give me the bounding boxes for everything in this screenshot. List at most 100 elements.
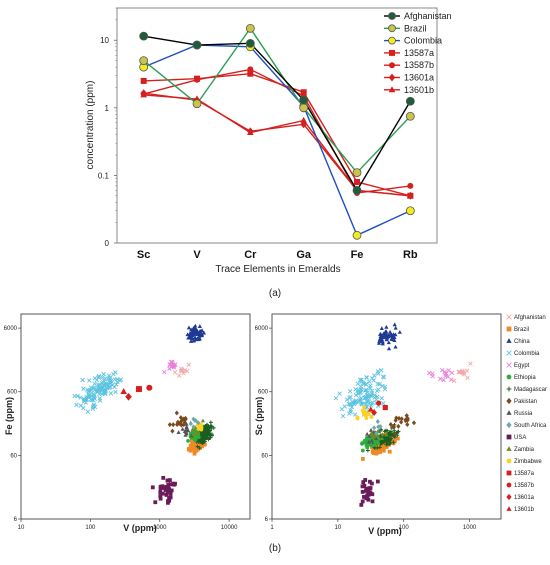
scatter-point (347, 411, 352, 416)
scatter-point (97, 382, 102, 387)
scatter-point (392, 322, 397, 327)
scatter-point (378, 424, 383, 430)
legend-marker (388, 24, 396, 33)
scatter-point (193, 337, 198, 342)
chart-b-left: 10 100 1000 10000 6 60 600 6000 V (ppm) Fe (ppm… (4, 313, 251, 533)
legend-marker (388, 12, 396, 20)
legend-marker (506, 362, 512, 368)
scatter-point (201, 440, 206, 444)
chart-a-y-axis-label: concentration (ppm) (85, 81, 96, 170)
scatter-point (78, 395, 83, 400)
scatter-point (201, 437, 206, 442)
chart-b-legend: Afghanistan Brazil China Colombia Egypt Ethio… (506, 314, 547, 513)
data-point (194, 75, 200, 82)
scatter-point (184, 368, 190, 374)
scatter-point (371, 378, 376, 383)
scatter-point (166, 478, 170, 483)
x-tick-label: 1000 (153, 525, 167, 531)
scatter-point (360, 484, 365, 489)
scatter-point (180, 426, 185, 431)
scatter-point (184, 425, 189, 430)
scatter-point (186, 438, 190, 443)
legend-entry-label: Russia (514, 411, 533, 417)
scatter-point (97, 396, 102, 401)
scatter-point (179, 418, 184, 424)
legend-entry-label: Colombia (404, 36, 442, 46)
scatter-point (166, 484, 171, 489)
chart-a-legend: Afghanistan Brazil Colombia 13587a 13587b 136… (384, 11, 452, 95)
scatter-point (87, 378, 92, 383)
scatter-point (171, 364, 177, 369)
scatter-point (352, 412, 358, 417)
scatter-point (365, 445, 370, 450)
scatter-point (197, 324, 202, 328)
scatter-point (353, 398, 359, 403)
scatter-point (188, 448, 193, 453)
scatter-point (169, 360, 175, 365)
scatter-point (196, 435, 201, 439)
scatter-point (364, 404, 370, 410)
scatter-point (74, 402, 79, 408)
scatter-point (381, 440, 386, 444)
scatter-point (369, 438, 374, 443)
scatter-point (200, 433, 205, 438)
data-point (407, 192, 414, 199)
y-tick-label: 0 (105, 239, 110, 248)
scatter-point (150, 485, 155, 490)
legend-marker (389, 62, 395, 69)
data-point (140, 77, 147, 84)
scatter-point (103, 376, 108, 381)
scatter-point (201, 330, 207, 335)
scatter-point (339, 406, 345, 412)
scatter-point (191, 445, 196, 450)
sample-point (382, 404, 388, 411)
data-point (352, 230, 362, 240)
scatter-point (457, 369, 462, 375)
data-point (139, 56, 149, 65)
y-tick-label: 6 (265, 517, 269, 523)
scatter-point (169, 488, 174, 493)
legend-marker (506, 493, 512, 501)
scatter-point (352, 400, 358, 406)
scatter-point (384, 337, 389, 342)
data-point (245, 38, 255, 48)
scatter-point (365, 488, 370, 493)
scatter-point (372, 393, 377, 398)
data-point (245, 23, 255, 33)
legend-entry-label: China (514, 339, 530, 345)
scatter-point (365, 390, 370, 395)
scatter-point (368, 479, 372, 484)
scatter-point (193, 335, 198, 340)
scatter-point (101, 390, 107, 396)
scatter-point (363, 478, 368, 482)
scatter-point (192, 451, 197, 456)
scatter-point (158, 494, 163, 498)
scatter-point (405, 422, 410, 428)
scatter-point (191, 331, 196, 336)
scatter-point (91, 391, 96, 397)
scatter-point (191, 424, 196, 430)
scatter-point (348, 402, 354, 408)
legend-marker (389, 49, 395, 56)
scatter-point (438, 376, 443, 382)
scatter-point (108, 391, 114, 396)
scatter-point (208, 420, 213, 425)
scatter-point (188, 421, 193, 427)
scatter-point (89, 397, 95, 403)
chart-b-caption: (b) (269, 543, 281, 554)
series-line (143, 44, 411, 237)
chart-b-right-x-axis-label: V (ppm) (368, 526, 402, 536)
scatter-point (188, 339, 194, 343)
data-point (405, 111, 415, 121)
data-point (352, 186, 362, 195)
x-category-label: Fe (351, 249, 364, 261)
scatter-point (176, 373, 182, 378)
scatter-point (391, 440, 396, 445)
scatter-point (108, 384, 113, 390)
scatter-point (171, 422, 176, 428)
scatter-point (376, 387, 381, 392)
legend-entry-label: 13601b (404, 85, 434, 95)
legend-marker (506, 314, 512, 320)
scatter-point (210, 433, 214, 438)
data-point (299, 103, 309, 113)
